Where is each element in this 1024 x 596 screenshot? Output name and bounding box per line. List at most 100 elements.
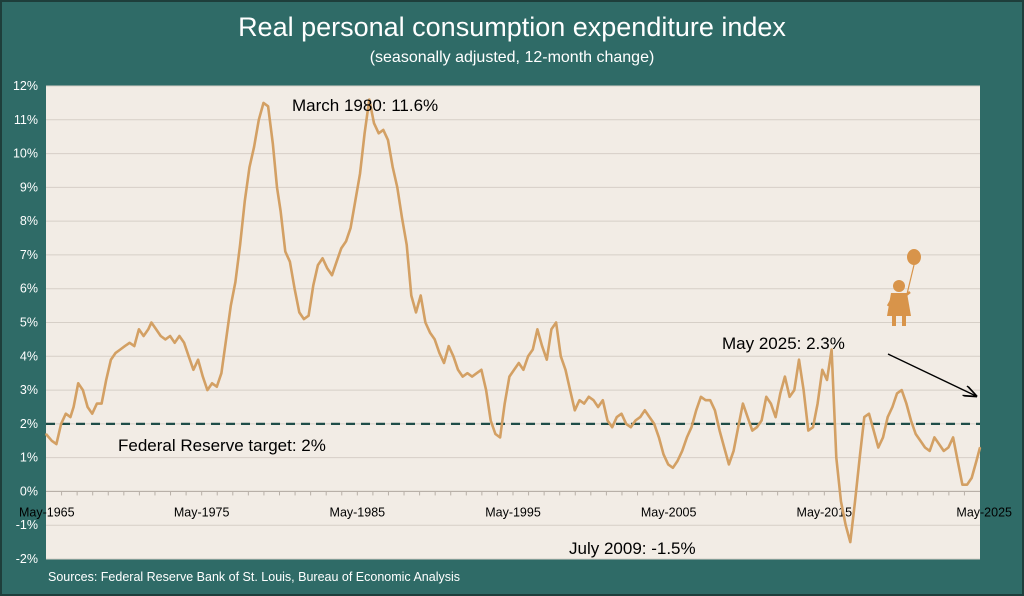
series-line [45,98,982,544]
data-point [667,463,669,466]
data-point [86,406,89,408]
data-point [82,389,84,391]
data-point [349,227,352,229]
data-point [197,358,199,361]
data-point [672,467,674,469]
data-point [475,372,478,375]
data-point [267,105,269,108]
data-point [756,426,758,429]
data-point [359,173,361,175]
chart-source: Sources: Federal Reserve Bank of St. Lou… [48,570,461,584]
data-point [77,382,79,385]
data-point [424,321,427,324]
data-point [578,399,581,402]
data-point [142,335,145,337]
data-point [60,423,62,425]
data-point [560,355,562,358]
x-tick-label: May-1965 [19,505,75,519]
y-tick-label: 3% [20,383,38,397]
data-point [947,446,950,449]
y-tick-label: 4% [20,349,38,363]
data-point [187,355,190,358]
data-point [405,244,408,246]
data-point [138,328,140,331]
data-point [914,433,917,435]
data-point [653,423,655,425]
data-point [253,146,255,148]
data-point [602,399,604,402]
data-point [155,328,157,331]
y-tick-label: 0% [20,484,38,498]
data-point [788,396,791,398]
data-point [854,500,856,503]
data-point [513,369,515,371]
data-point [202,375,204,378]
data-point [821,369,824,371]
data-point [793,389,796,391]
data-point [262,102,265,104]
data-point [770,402,772,405]
data-point [178,335,181,337]
data-point [616,416,618,418]
data-point [639,416,641,418]
data-point [150,321,153,324]
target-label: Federal Reserve target: 2% [118,436,326,455]
x-tick-label: May-1995 [485,505,541,519]
data-point [620,412,623,415]
data-point [910,419,912,422]
x-tick-label: May-2005 [641,505,697,519]
data-point [709,399,711,402]
annotation-arrow [887,353,976,396]
data-point [676,460,679,462]
chart-title: Real personal consumption expenditure in… [238,12,786,42]
data-point [457,369,459,371]
data-point [382,129,385,131]
data-point [345,240,347,243]
data-point [574,409,576,412]
data-point [443,362,445,364]
data-point [784,375,786,378]
data-point [279,210,282,212]
data-point [289,260,291,263]
data-point [45,433,47,435]
data-point [858,456,861,459]
data-point [69,416,72,418]
data-point [91,412,93,415]
data-point [105,379,107,381]
data-point [746,416,749,418]
data-point [415,311,417,314]
data-point [508,375,511,378]
data-point [211,382,213,385]
y-tick-label: -2% [16,552,38,566]
data-point [96,402,98,405]
annotation-may-2025: May 2025: 2.3% [722,334,845,353]
y-tick-label: 9% [20,180,38,194]
data-point [239,244,241,246]
data-point [592,399,595,402]
series-points [45,98,981,543]
data-point [164,338,167,341]
data-point [826,379,828,381]
y-axis: -2% -1% 0% 1% 2% 3% 4% 5% 6% 7% 8% 9% 10% 11% 12% [13,79,38,566]
data-point [110,358,112,361]
data-point [896,392,898,395]
data-point [419,294,422,297]
data-point [452,355,455,358]
data-point [340,247,343,249]
data-point [401,217,403,219]
y-tick-label: 6% [20,282,38,296]
data-point [569,389,571,391]
data-point [830,348,833,351]
data-point [480,369,483,371]
data-point [536,328,539,331]
data-point [363,132,366,135]
data-point [975,460,978,462]
data-point [230,304,232,307]
data-point [100,402,103,405]
data-point [321,257,324,260]
data-point [952,436,954,439]
y-tick-label: 2% [20,417,38,431]
data-point [742,402,744,405]
data-point [447,345,450,347]
data-point [798,358,800,361]
